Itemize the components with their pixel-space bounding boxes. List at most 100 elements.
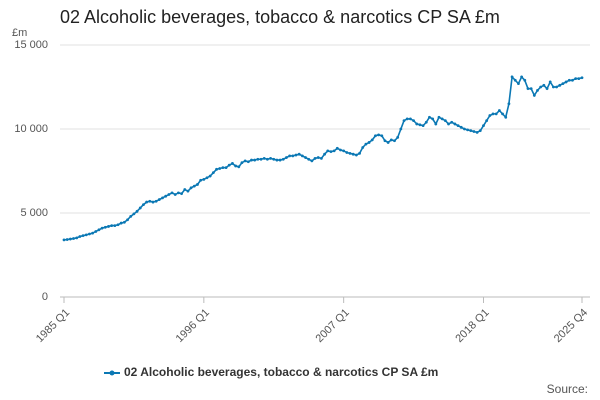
data-point <box>262 157 266 160</box>
data-point <box>307 157 311 161</box>
data-point <box>393 139 396 143</box>
data-point <box>418 123 422 127</box>
data-point <box>234 164 238 168</box>
data-point <box>453 122 457 126</box>
data-point <box>192 184 196 188</box>
data-point <box>75 236 79 240</box>
data-point <box>466 128 469 132</box>
data-point <box>297 152 301 156</box>
data-point <box>313 157 317 160</box>
data-point <box>72 237 75 240</box>
data-point <box>205 176 209 180</box>
data-point <box>478 129 482 133</box>
data-point <box>545 87 549 91</box>
data-point <box>377 133 381 137</box>
data-point <box>126 218 129 222</box>
data-point <box>224 166 228 170</box>
data-point <box>542 83 546 87</box>
data-point <box>574 77 578 80</box>
data-point <box>122 220 126 224</box>
data-point <box>396 136 400 139</box>
data-point <box>405 117 409 121</box>
data-point <box>256 157 260 161</box>
data-point <box>494 112 498 116</box>
data-point <box>107 225 110 228</box>
data-point <box>497 109 501 112</box>
data-point <box>221 166 225 170</box>
data-point <box>129 214 133 218</box>
data-point <box>135 209 139 213</box>
data-point <box>564 80 568 84</box>
data-point <box>536 88 539 92</box>
data-point <box>431 117 435 121</box>
data-point <box>459 125 463 129</box>
data-point <box>304 156 307 159</box>
y-tick-label: 0 <box>42 291 48 303</box>
y-tick-label: 15 000 <box>14 39 48 51</box>
y-unit: £m <box>12 27 27 39</box>
data-point <box>142 203 145 207</box>
data-point <box>215 167 218 171</box>
data-point <box>183 188 187 191</box>
data-point <box>504 115 508 119</box>
data-point <box>138 206 142 210</box>
y-tick-label: 10 000 <box>14 123 48 135</box>
data-point <box>482 124 485 128</box>
x-tick-label: 2025 Q4 <box>552 307 590 345</box>
source: Source: <box>547 382 588 396</box>
data-point <box>84 233 88 237</box>
data-point <box>285 156 288 159</box>
data-point <box>157 198 161 201</box>
x-tick-label: 2018 Q1 <box>453 307 491 345</box>
data-point <box>145 200 149 204</box>
data-point <box>415 122 419 126</box>
data-point <box>402 119 406 122</box>
data-point <box>374 134 377 138</box>
data-point <box>281 157 285 161</box>
data-point <box>199 178 203 182</box>
data-point <box>472 130 476 133</box>
data-point <box>316 156 320 159</box>
data-point <box>310 159 314 163</box>
data-point <box>81 234 85 238</box>
data-point <box>539 85 543 89</box>
data-point <box>164 194 168 198</box>
data-point <box>358 151 361 155</box>
chart-title: 02 Alcoholic beverages, tobacco & narcot… <box>60 7 500 27</box>
data-point <box>275 158 279 162</box>
x-tick-label: 2007 Q1 <box>314 307 352 345</box>
data-point <box>412 119 415 122</box>
data-point <box>367 141 371 144</box>
data-point <box>383 139 387 143</box>
data-point <box>250 158 253 162</box>
data-point <box>532 94 536 97</box>
data-point <box>491 112 495 116</box>
data-point <box>154 199 158 203</box>
data-point <box>501 112 504 116</box>
data-point <box>475 130 479 134</box>
legend-marker <box>109 370 115 376</box>
data-point <box>177 191 180 195</box>
data-point <box>94 230 98 233</box>
data-point <box>202 178 206 181</box>
data-point <box>62 238 66 242</box>
data-point <box>485 119 489 122</box>
data-point <box>335 146 339 150</box>
data-point <box>88 232 91 236</box>
data-point <box>345 151 349 154</box>
data-point <box>529 87 533 91</box>
data-point <box>97 228 101 232</box>
data-point <box>456 124 460 128</box>
data-point <box>440 117 444 121</box>
data-point <box>78 235 82 238</box>
data-point <box>342 149 346 153</box>
data-point <box>447 122 450 126</box>
data-point <box>520 75 524 79</box>
data-point <box>329 150 333 154</box>
data-point <box>443 119 447 122</box>
data-point <box>196 183 199 186</box>
data-point <box>428 115 431 119</box>
data-point <box>180 192 183 196</box>
data-point <box>437 115 441 119</box>
data-point <box>577 77 581 80</box>
